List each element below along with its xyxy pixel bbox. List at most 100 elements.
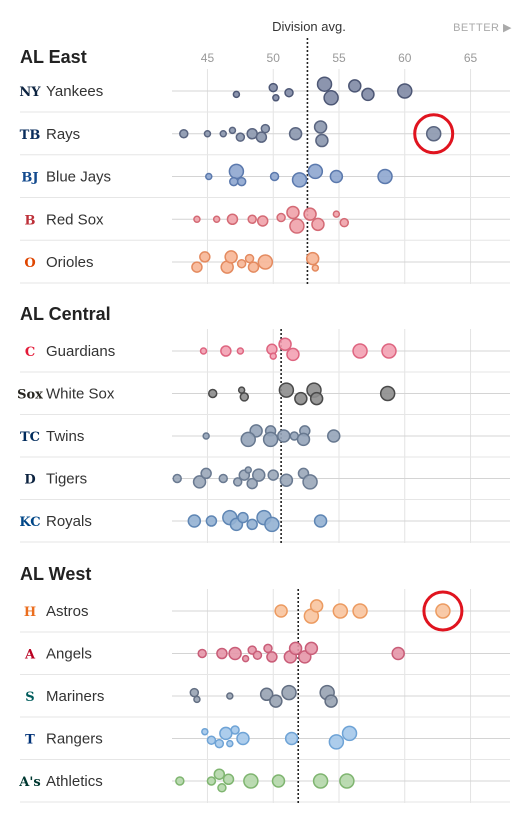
team-label: Guardians [46,343,115,360]
data-point [262,431,279,448]
data-point [216,647,228,660]
data-point [247,261,260,273]
team-label: Orioles [46,254,94,271]
data-point [257,254,274,270]
team-logo-icon: A [24,648,36,663]
data-point [281,684,297,701]
divisions: AL East NY Yankees TB Rays BJ Blue Jays B Red So… [17,38,510,803]
data-point [201,727,209,736]
team-label: Angels [46,646,92,663]
team-label: Twins [46,428,84,445]
data-point [246,518,258,531]
x-tick-labels: 45 50 55 60 65 [201,51,478,65]
data-point [220,345,232,357]
data-point [193,215,201,223]
team-logo-icon: TB [20,128,41,143]
data-point [172,473,182,484]
data-point [226,213,239,225]
division-title: AL East [20,47,87,67]
team-label: Yankees [46,83,103,100]
data-point [213,768,226,780]
data-point [228,646,242,661]
data-point [217,783,227,793]
data-point [175,776,185,786]
data-point [229,176,239,187]
data-point [277,429,291,443]
data-point [313,514,328,528]
data-point [381,343,397,359]
data-point [219,726,233,741]
data-point [236,176,247,187]
data-point [255,131,268,143]
team-label: Mariners [46,688,104,705]
team-label: White Sox [46,386,115,403]
data-point [286,347,300,362]
data-point [289,218,305,234]
data-point [236,347,245,355]
data-point [230,725,240,735]
team-logo-icon: S [25,690,34,705]
data-point [244,253,255,264]
data-point [264,516,280,533]
team-logo-icon: TC [20,430,40,445]
data-point [279,473,294,487]
team-logo-icon: C [25,345,35,360]
data-point [332,210,341,218]
data-point [240,431,256,448]
data-point [228,126,237,135]
data-point [309,391,324,406]
data-point [207,388,218,399]
data-point [304,641,319,656]
team-label: Astros [46,603,89,620]
team-logo-icon: T [25,733,35,748]
data-point [205,515,218,527]
data-point [197,648,207,659]
data-point [252,650,263,660]
division-title: AL West [20,564,91,584]
data-point [236,258,247,269]
data-point [302,474,318,490]
data-point [269,352,277,360]
data-point [269,171,280,182]
data-point [243,773,259,789]
data-point [199,347,208,355]
team-logo-icon: A's [18,775,40,790]
data-point [324,694,338,708]
data-point [206,735,217,745]
data-point [286,205,300,220]
data-point [259,687,274,702]
data-point [266,651,278,663]
data-point [199,251,211,263]
team-label: Athletics [46,773,103,790]
data-point [278,382,295,398]
data-point [269,694,283,708]
data-point [236,731,250,746]
data-point [339,773,355,789]
team-label: Blue Jays [46,169,111,186]
division-group: AL East NY Yankees TB Rays BJ Blue Jays B Red So… [19,38,510,284]
data-point [235,132,246,142]
team-label: Royals [46,513,92,530]
data-point [224,250,238,264]
data-point [323,90,339,106]
data-point [307,163,324,180]
data-point [179,129,189,139]
data-point [352,343,368,359]
data-point [326,429,341,443]
data-point [313,120,328,134]
data-point [232,477,243,487]
data-point [263,643,273,654]
better-label: BETTER ▶ [453,22,512,34]
data-point [309,599,324,613]
x-tick-label: 50 [267,51,281,65]
data-point [260,123,271,134]
team-logo-icon: H [24,605,36,620]
x-tick-label: 60 [398,51,412,65]
x-tick-label: 45 [201,51,215,65]
data-point [397,83,413,99]
data-point [212,215,221,223]
highlight-circle [413,113,455,155]
team-logo-icon: B [25,213,36,228]
data-point [329,169,344,184]
